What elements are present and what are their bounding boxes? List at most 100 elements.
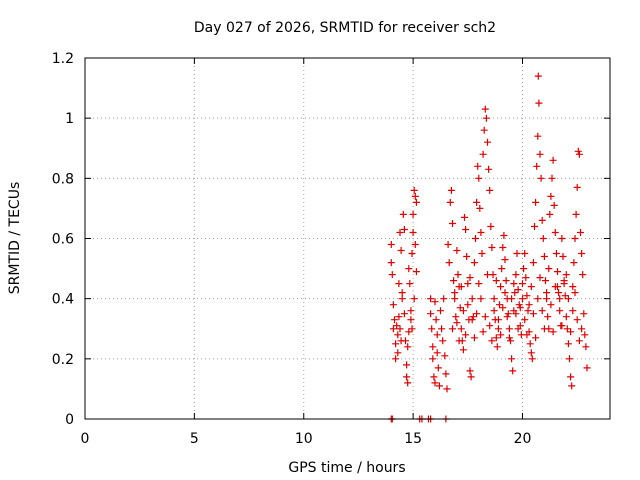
data-point	[540, 253, 548, 260]
x-tick-label: 0	[81, 431, 90, 447]
data-point	[407, 316, 415, 324]
data-point	[570, 259, 578, 267]
data-point	[397, 247, 405, 254]
data-point	[540, 325, 548, 333]
data-point	[536, 274, 544, 282]
data-point	[481, 313, 489, 321]
data-point	[392, 355, 400, 363]
data-point	[427, 310, 435, 318]
data-point	[499, 304, 507, 312]
data-point	[453, 319, 461, 327]
x-tick-label: 5	[190, 431, 199, 447]
data-point	[395, 313, 403, 321]
data-point	[529, 310, 537, 318]
data-point	[581, 331, 589, 339]
data-point	[456, 304, 464, 312]
data-point	[470, 259, 478, 267]
data-point	[475, 174, 483, 182]
data-point	[469, 313, 477, 321]
y-tick-label: 0.8	[52, 171, 74, 187]
data-point	[507, 337, 514, 345]
data-point	[524, 307, 532, 315]
x-tick-label: 15	[404, 431, 422, 447]
data-point	[443, 385, 451, 393]
y-tick-label: 0.4	[52, 292, 74, 308]
data-point	[431, 379, 439, 387]
data-point	[542, 277, 549, 285]
data-point	[569, 307, 577, 315]
data-point	[473, 310, 481, 318]
data-point	[505, 334, 513, 342]
data-point	[455, 337, 463, 345]
data-point	[519, 295, 526, 303]
data-point	[407, 307, 415, 315]
data-point	[558, 235, 566, 242]
data-point	[522, 274, 530, 282]
data-point	[389, 301, 397, 309]
data-points	[387, 72, 591, 423]
data-point	[560, 280, 568, 288]
data-point	[566, 355, 573, 363]
data-point	[510, 280, 518, 288]
y-tick-label: 1.2	[52, 51, 74, 67]
data-point	[463, 253, 471, 260]
data-point	[494, 325, 502, 333]
y-tick-label: 0	[65, 412, 74, 428]
data-point	[582, 343, 590, 351]
data-point	[429, 355, 437, 363]
data-point	[564, 295, 572, 303]
data-point	[410, 295, 418, 303]
data-point	[575, 337, 583, 345]
data-point	[440, 295, 448, 303]
y-axis-label: SRMTID / TECUs	[7, 182, 23, 295]
data-point	[468, 316, 476, 324]
data-point	[536, 150, 544, 158]
data-point	[438, 325, 446, 333]
grid	[85, 58, 610, 419]
data-point	[501, 289, 509, 297]
data-point	[451, 295, 459, 303]
data-point	[409, 210, 417, 218]
data-point	[430, 373, 438, 381]
data-point	[459, 346, 467, 354]
data-point	[538, 307, 546, 315]
data-point	[450, 277, 458, 285]
data-point	[473, 198, 481, 206]
data-point	[442, 370, 450, 378]
y-tick-label: 1	[65, 111, 74, 127]
data-point	[571, 289, 579, 297]
data-point	[577, 229, 584, 236]
data-point	[451, 289, 459, 297]
data-point	[408, 325, 416, 333]
data-point	[501, 256, 509, 264]
data-point	[476, 204, 484, 212]
data-point	[545, 265, 553, 273]
data-point	[572, 210, 580, 218]
data-point	[539, 235, 547, 242]
data-point	[397, 337, 405, 345]
data-point	[453, 247, 461, 254]
data-point	[406, 280, 414, 288]
data-point	[487, 223, 495, 230]
data-point	[393, 322, 401, 330]
data-point	[482, 114, 490, 122]
data-point	[427, 295, 435, 303]
data-point	[488, 244, 496, 251]
x-tick-label: 20	[514, 431, 532, 447]
data-point	[575, 150, 583, 158]
data-point	[552, 250, 560, 257]
data-point	[412, 198, 420, 206]
chart-title: Day 027 of 2026, SRMTID for receiver sch…	[194, 20, 496, 36]
data-point	[454, 271, 462, 279]
data-point	[554, 283, 561, 291]
data-point	[563, 325, 571, 333]
data-point	[497, 331, 505, 339]
data-point	[485, 165, 493, 173]
data-point	[409, 229, 417, 236]
data-point	[504, 310, 512, 318]
plot-frame	[84, 57, 611, 420]
data-point	[474, 162, 482, 170]
data-point	[435, 382, 443, 390]
data-point	[494, 316, 502, 324]
data-point	[486, 186, 494, 194]
